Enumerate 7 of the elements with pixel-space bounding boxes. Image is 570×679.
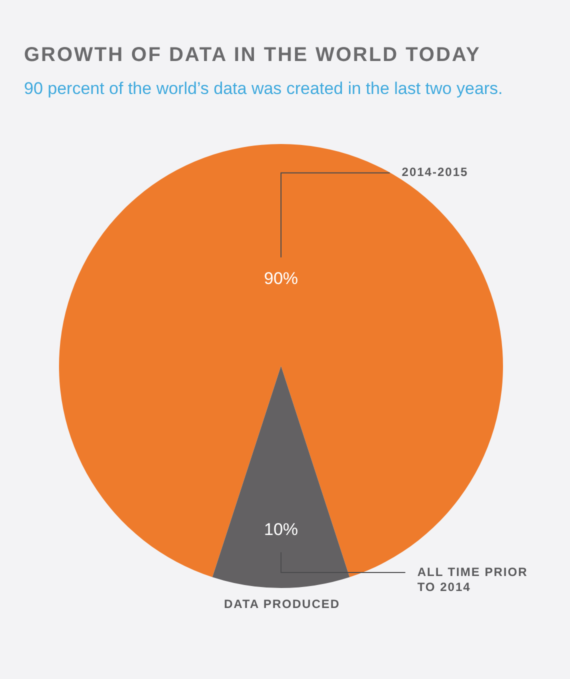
chart-subtitle: 90 percent of the world’s data was created in the last two years. (24, 78, 504, 100)
data-label: 10% (264, 520, 298, 539)
slice-label: 2014-2015 (402, 165, 468, 180)
data-label: 90% (264, 269, 298, 288)
chart-title: GROWTH OF DATA IN THE WORLD TODAY (24, 44, 481, 67)
text: DATA PRODUCED (222, 597, 342, 611)
slice-label: ALL TIME PRIOR TO 2014 (417, 564, 528, 594)
